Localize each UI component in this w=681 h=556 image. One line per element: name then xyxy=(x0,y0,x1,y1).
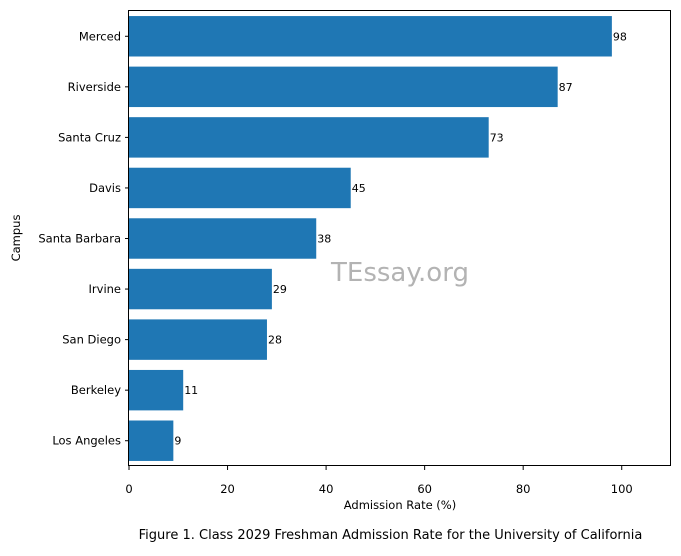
bar-santa-cruz xyxy=(129,117,489,158)
bar-value-label: 87 xyxy=(559,81,573,94)
bar-value-label: 11 xyxy=(184,384,198,397)
y-tick-label: Santa Cruz xyxy=(58,130,121,144)
y-tick-label: Santa Barbara xyxy=(38,232,121,246)
bar-los-angeles xyxy=(129,420,174,461)
bar-san-diego xyxy=(129,319,267,360)
y-tick-label: Berkeley xyxy=(71,383,121,397)
bar-value-label: 45 xyxy=(352,182,366,195)
x-tick-label: 80 xyxy=(516,482,531,496)
x-tick-label: 20 xyxy=(220,482,235,496)
bar-value-label: 9 xyxy=(174,435,181,448)
x-axis-ticks: 0 20 40 60 80 100 xyxy=(125,466,633,496)
y-axis-label: Campus xyxy=(9,215,23,262)
bar-value-label: 73 xyxy=(490,131,504,144)
bar-value-label: 98 xyxy=(613,30,627,43)
x-tick-label: 40 xyxy=(319,482,334,496)
bar-irvine xyxy=(129,268,272,310)
y-tick-label: Merced xyxy=(79,29,121,43)
bar-merced xyxy=(129,16,612,57)
x-axis-label: Admission Rate (%) xyxy=(344,498,456,512)
bar-value-label: 38 xyxy=(317,233,331,246)
x-tick-label: 100 xyxy=(611,482,633,496)
y-tick-label: Irvine xyxy=(89,282,121,296)
bar-value-label: 28 xyxy=(268,334,282,347)
plot-frame xyxy=(128,10,671,466)
y-tick-label: Los Angeles xyxy=(52,434,121,448)
bar-berkeley xyxy=(129,369,184,411)
bar-riverside xyxy=(129,66,558,108)
y-tick-label: Davis xyxy=(89,181,121,195)
watermark: TEssay.org xyxy=(330,258,469,288)
bars-group: 98 87 73 45 38 29 28 11 9 xyxy=(129,16,627,461)
figure-caption: Figure 1. Class 2029 Freshman Admission … xyxy=(138,528,643,543)
bar-santa-barbara xyxy=(129,218,317,259)
x-tick-label: 60 xyxy=(417,482,432,496)
bar-value-label: 29 xyxy=(273,283,287,296)
bar-chart: 98 87 73 45 38 29 28 11 9 0 20 40 60 80 100 Merced Riv… xyxy=(9,10,671,512)
x-tick-label: 0 xyxy=(125,482,132,496)
bar-davis xyxy=(129,167,351,209)
y-tick-label: San Diego xyxy=(62,333,121,347)
y-tick-label: Riverside xyxy=(68,80,121,94)
y-axis-ticks: Merced Riverside Santa Cruz Davis Santa Barb… xyxy=(38,29,129,448)
